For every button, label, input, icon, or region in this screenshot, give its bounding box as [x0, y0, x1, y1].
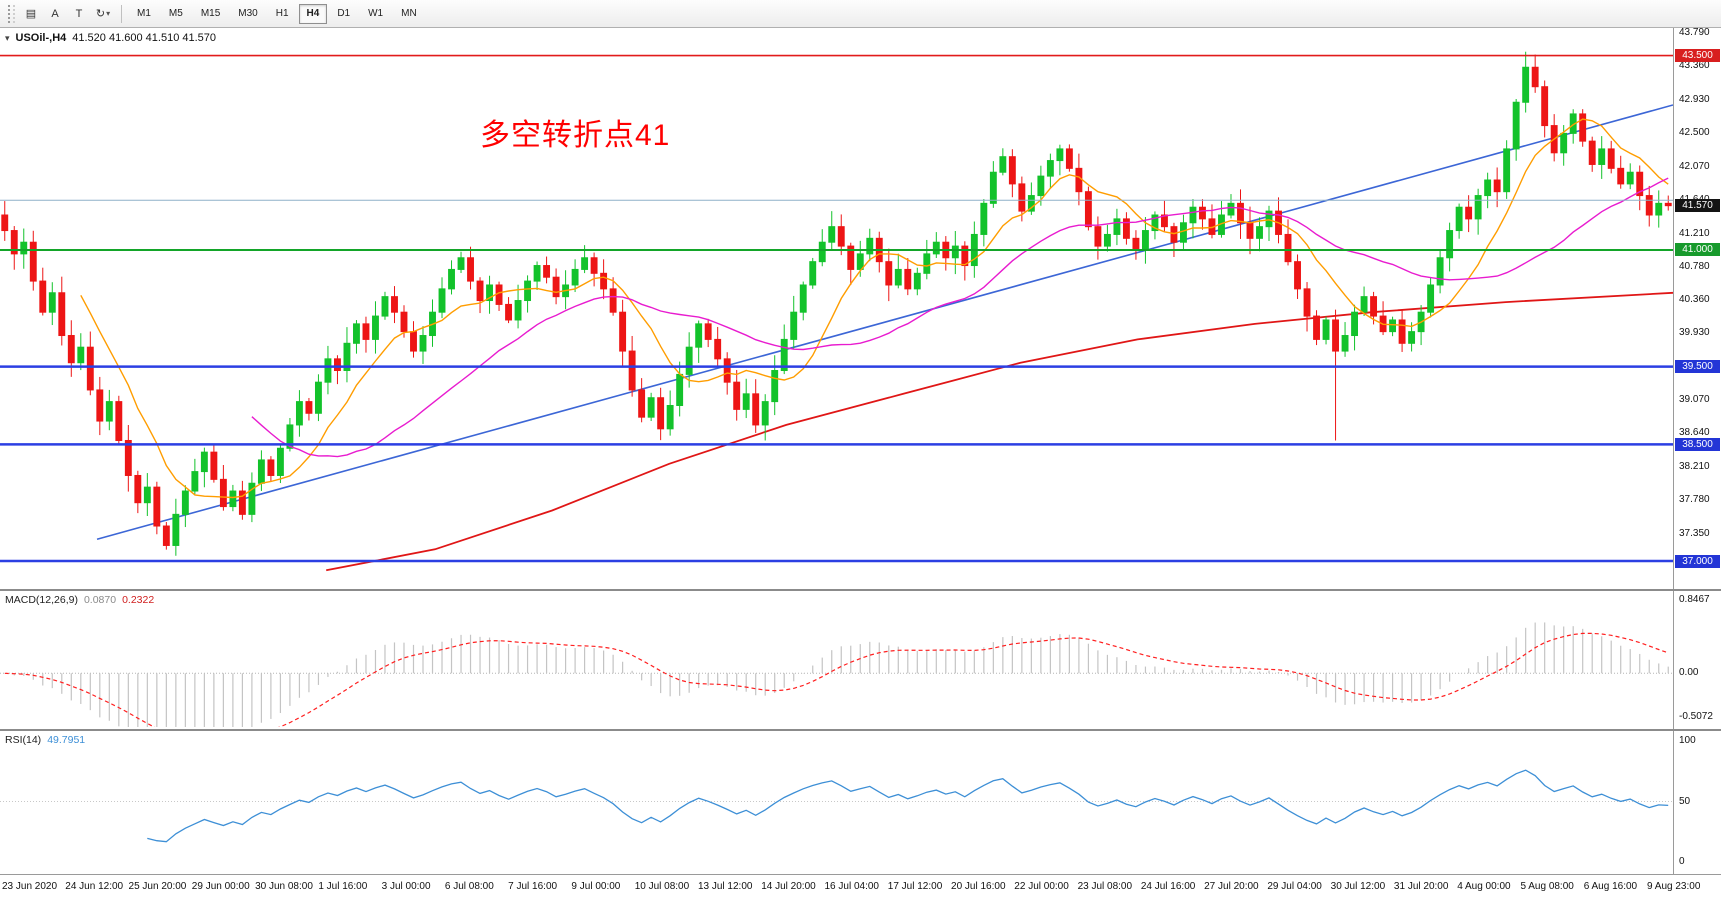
tf-button-d1[interactable]: D1 [329, 4, 358, 24]
tf-button-mn[interactable]: MN [393, 4, 425, 24]
chevron-down-icon: ▾ [106, 9, 111, 18]
time-label: 23 Jun 2020 [2, 881, 58, 892]
price-axis[interactable]: 43.79043.36042.93042.50042.07041.64041.2… [1673, 27, 1721, 589]
time-label: 27 Jul 20:00 [1204, 881, 1259, 892]
price-tick: 43.790 [1679, 27, 1710, 39]
rsi-panel[interactable]: RSI(14) 49.7951 100 50 0 [0, 729, 1721, 874]
timeframe-bar: M1 M5 M15 M30 H1 H4 D1 W1 MN [128, 3, 426, 24]
price-tick: 38.210 [1679, 460, 1710, 472]
time-label: 17 Jul 12:00 [887, 881, 943, 892]
macd-tick: 0.00 [1679, 667, 1699, 679]
macd-header: MACD(12,26,9) 0.0870 0.2322 [5, 594, 154, 606]
rsi-tick: 100 [1679, 734, 1696, 746]
price-tick: 42.070 [1679, 160, 1710, 172]
price-tick: 37.780 [1679, 494, 1710, 506]
price-tick: 40.780 [1679, 261, 1710, 273]
rsi-tick: 0 [1679, 856, 1685, 868]
rsi-axis[interactable]: 100 50 0 [1673, 731, 1721, 874]
time-label: 30 Jun 08:00 [255, 881, 313, 892]
time-label: 16 Jul 04:00 [824, 881, 880, 892]
price-tick: 42.930 [1679, 93, 1710, 105]
time-label: 10 Jul 08:00 [634, 881, 690, 892]
chart-annotation-text[interactable]: 多空转折点41 [480, 119, 671, 152]
price-badge: 38.500 [1675, 437, 1720, 451]
collapse-triangle-icon[interactable]: ▾ [5, 32, 10, 43]
main-chart-panel[interactable]: ▾ USOil-,H4 41.520 41.600 41.510 41.570 … [0, 27, 1721, 589]
arrow-tool-button[interactable]: A [44, 3, 66, 25]
price-tick: 41.210 [1679, 227, 1710, 239]
time-label: 20 Jul 16:00 [951, 881, 1006, 892]
text-tool-button[interactable]: T [68, 3, 90, 25]
time-axis[interactable]: 23 Jun 2020 24 Jun 12:00 25 Jun 20:00 29 Ju… [0, 874, 1721, 900]
tf-button-m30[interactable]: M30 [230, 4, 265, 24]
letter-a-icon: A [51, 7, 59, 20]
chart-header: ▾ USOil-,H4 41.520 41.600 41.510 41.570 [5, 32, 216, 44]
price-badge: 41.570 [1675, 199, 1720, 213]
toolbar: ▤ A T ↻ ▾ M1 M5 M15 M30 H1 H4 D1 W1 MN [0, 0, 1721, 28]
price-tick: 43.360 [1679, 60, 1710, 72]
time-label: 24 Jul 16:00 [1140, 881, 1196, 892]
tf-button-h4[interactable]: H4 [298, 3, 328, 24]
time-label: 6 Jul 08:00 [444, 881, 494, 892]
macd-tick: -0.5072 [1679, 711, 1713, 723]
macd-axis[interactable]: 0.8467 0.00 -0.5072 [1673, 591, 1721, 729]
toolbar-separator [121, 4, 122, 23]
time-label: 22 Jul 00:00 [1014, 881, 1069, 892]
macd-tick: 0.8467 [1679, 593, 1710, 605]
menu-icon: ▤ [25, 8, 37, 20]
time-label: 24 Jun 12:00 [65, 881, 124, 892]
macd-label: MACD(12,26,9) [5, 594, 78, 606]
price-badge: 43.500 [1675, 49, 1720, 63]
time-label: 23 Jul 08:00 [1077, 881, 1133, 892]
rsi-value: 49.7951 [47, 734, 86, 746]
rsi-plot[interactable] [0, 731, 1673, 872]
time-label: 7 Jul 16:00 [508, 881, 558, 892]
price-badge: 37.000 [1675, 554, 1720, 568]
price-tick: 40.360 [1679, 293, 1710, 305]
tf-button-m1[interactable]: M1 [129, 4, 159, 24]
letter-t-icon: T [75, 7, 83, 20]
tf-button-m15[interactable]: M15 [193, 4, 228, 24]
price-tick: 42.500 [1679, 127, 1710, 139]
price-tick: 39.930 [1679, 327, 1710, 339]
macd-value-main: 0.0870 [83, 594, 117, 606]
macd-panel[interactable]: MACD(12,26,9) 0.0870 0.2322 0.8467 0.00 -0… [0, 589, 1721, 729]
rsi-tick: 50 [1679, 795, 1691, 807]
time-label: 9 Aug 23:00 [1647, 881, 1701, 892]
price-tick: 37.350 [1679, 527, 1710, 539]
time-label: 25 Jun 20:00 [128, 881, 187, 892]
macd-value-signal: 0.2322 [122, 594, 155, 606]
time-label: 29 Jul 04:00 [1267, 881, 1322, 892]
time-label: 3 Jul 00:00 [381, 881, 431, 892]
time-label: 14 Jul 20:00 [761, 881, 816, 892]
chart-window-icon[interactable]: ▤ [20, 3, 42, 25]
price-tick: 38.640 [1679, 427, 1710, 439]
refresh-icon-button[interactable]: ↻ ▾ [92, 3, 114, 25]
toolbar-grip[interactable] [8, 4, 15, 23]
time-label: 9 Jul 00:00 [571, 881, 621, 892]
time-label: 6 Aug 16:00 [1583, 881, 1638, 892]
price-tick: 39.070 [1679, 394, 1710, 406]
time-label: 31 Jul 20:00 [1393, 881, 1449, 892]
time-label: 30 Jul 12:00 [1330, 881, 1386, 892]
ohlc-values: 41.520 41.600 41.510 41.570 [72, 32, 217, 44]
time-label: 1 Jul 16:00 [318, 881, 368, 892]
time-label: 13 Jul 12:00 [697, 881, 753, 892]
price-badge: 41.000 [1675, 243, 1720, 257]
cycle-icon: ↻ [95, 8, 106, 20]
rsi-header: RSI(14) 49.7951 [5, 734, 85, 746]
symbol-period-label: USOil-,H4 [15, 32, 67, 44]
price-badge: 39.500 [1675, 360, 1720, 374]
tf-button-w1[interactable]: W1 [360, 4, 391, 24]
time-label: 5 Aug 08:00 [1520, 881, 1574, 892]
rsi-label: RSI(14) [5, 734, 42, 746]
time-label: 4 Aug 00:00 [1457, 881, 1511, 892]
tf-button-h1[interactable]: H1 [268, 4, 297, 24]
tf-button-m5[interactable]: M5 [161, 4, 191, 24]
time-label: 29 Jun 00:00 [191, 881, 250, 892]
candlestick-plot[interactable] [0, 28, 1673, 589]
macd-plot[interactable] [0, 591, 1673, 727]
